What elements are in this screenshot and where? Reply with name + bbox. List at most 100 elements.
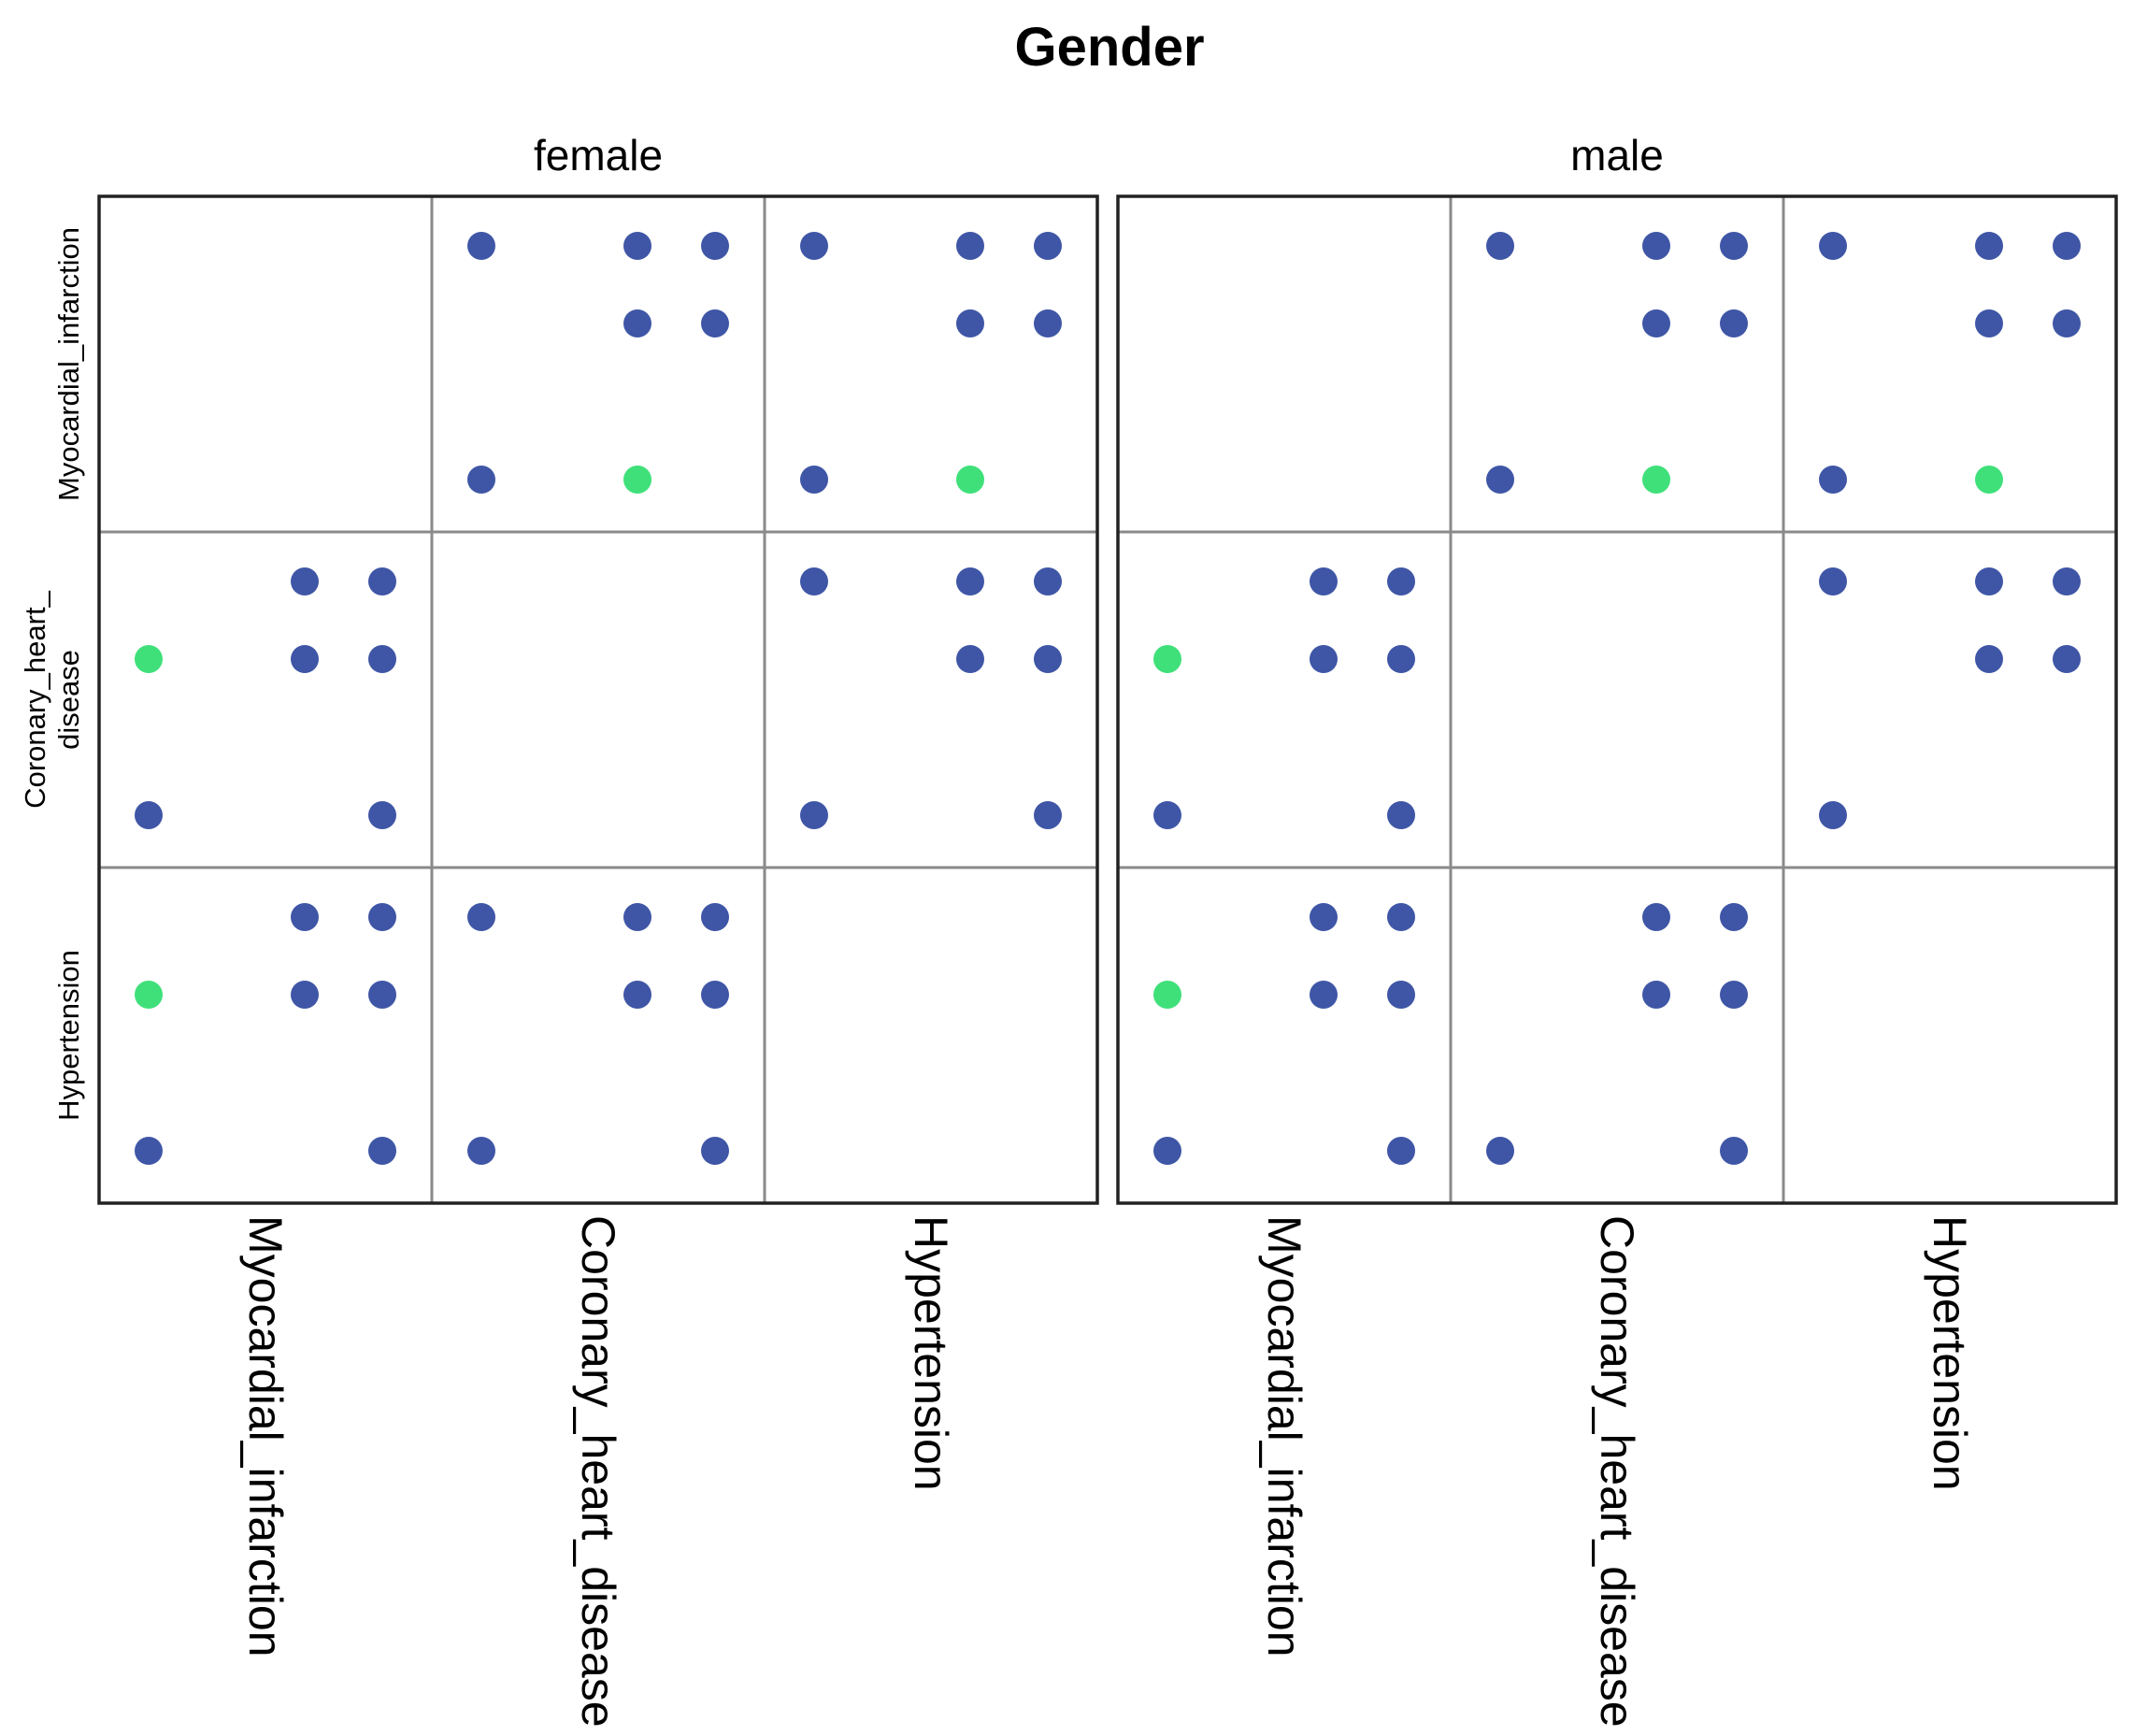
column-label: Myocardial_infarction: [239, 1215, 292, 1657]
data-point: [623, 309, 651, 337]
data-point: [1720, 1137, 1748, 1165]
data-point: [800, 232, 828, 260]
data-point: [1819, 466, 1847, 494]
points-layer: [135, 232, 2081, 1165]
data-point: [1387, 801, 1415, 829]
data-point-highlight: [1975, 466, 2003, 494]
data-point: [800, 567, 828, 595]
data-point: [1975, 309, 2003, 337]
data-point: [1819, 567, 1847, 595]
data-point: [1819, 232, 1847, 260]
row-label-line: Hypertension: [52, 950, 85, 1121]
data-point: [1975, 645, 2003, 673]
data-point: [291, 981, 319, 1009]
data-point: [1720, 903, 1748, 931]
data-point-highlight: [623, 466, 651, 494]
data-point: [1034, 232, 1062, 260]
data-point: [800, 801, 828, 829]
data-point: [956, 567, 984, 595]
data-point: [1387, 981, 1415, 1009]
column-label: Coronary_heart_disease: [572, 1215, 624, 1728]
data-point: [1642, 232, 1670, 260]
panels-layer: [97, 194, 2118, 1205]
chart-title: Gender: [1014, 17, 1204, 78]
data-point: [1642, 309, 1670, 337]
data-point: [1486, 466, 1514, 494]
data-point: [1486, 232, 1514, 260]
data-point: [1819, 801, 1847, 829]
column-label: Hypertension: [905, 1215, 957, 1491]
data-point: [1642, 903, 1670, 931]
data-point: [2053, 232, 2081, 260]
data-point: [701, 903, 729, 931]
data-point: [1034, 801, 1062, 829]
data-point: [701, 1137, 729, 1165]
data-point: [368, 1137, 396, 1165]
column-label: Myocardial_infarction: [1258, 1215, 1310, 1657]
data-point: [291, 903, 319, 931]
data-point: [1642, 981, 1670, 1009]
data-point: [800, 466, 828, 494]
data-point: [1153, 801, 1181, 829]
data-point: [368, 981, 396, 1009]
data-point-highlight: [135, 645, 163, 673]
row-label-line: disease: [52, 650, 85, 750]
data-point: [1310, 567, 1338, 595]
data-point: [1720, 981, 1748, 1009]
data-point: [1387, 567, 1415, 595]
panel-frame-male: [1116, 194, 2118, 1205]
data-point: [701, 309, 729, 337]
data-point: [1387, 645, 1415, 673]
data-point: [956, 309, 984, 337]
panel-label-male: male: [1570, 131, 1664, 179]
data-point: [1486, 1137, 1514, 1165]
data-point: [1975, 567, 2003, 595]
row-label: Hypertension: [52, 950, 85, 1121]
data-point: [1310, 903, 1338, 931]
data-point: [368, 801, 396, 829]
data-point: [623, 981, 651, 1009]
data-point-highlight: [956, 466, 984, 494]
data-point: [1720, 309, 1748, 337]
data-point: [467, 903, 495, 931]
data-point-highlight: [1153, 645, 1181, 673]
column-label: Hypertension: [1924, 1215, 1976, 1491]
data-point-highlight: [1642, 466, 1670, 494]
data-point: [368, 567, 396, 595]
data-point: [1720, 232, 1748, 260]
data-point: [467, 1137, 495, 1165]
data-point: [467, 466, 495, 494]
data-point: [467, 232, 495, 260]
data-point: [1034, 567, 1062, 595]
data-point: [368, 645, 396, 673]
data-point: [2053, 645, 2081, 673]
data-point: [1034, 645, 1062, 673]
panel-frame-female: [97, 194, 1099, 1205]
data-point: [1034, 309, 1062, 337]
data-point: [1310, 981, 1338, 1009]
data-point: [291, 645, 319, 673]
data-point: [1387, 1137, 1415, 1165]
data-point: [623, 232, 651, 260]
data-point: [623, 903, 651, 931]
data-point: [701, 232, 729, 260]
data-point: [368, 903, 396, 931]
row-label-line: Coronary_heart_: [19, 590, 51, 808]
data-point: [1153, 1137, 1181, 1165]
data-point: [135, 1137, 163, 1165]
data-point: [701, 981, 729, 1009]
column-label: Coronary_heart_disease: [1591, 1215, 1643, 1728]
data-point: [2053, 309, 2081, 337]
data-point: [956, 645, 984, 673]
labels-layer: female Myocardial_infarction Coronary_hear…: [19, 131, 1976, 1728]
data-point: [135, 801, 163, 829]
panel-label-female: female: [534, 131, 663, 179]
data-point: [956, 232, 984, 260]
data-point: [2053, 567, 2081, 595]
data-point-highlight: [1153, 981, 1181, 1009]
data-point: [1975, 232, 2003, 260]
row-label: Myocardial_infarction: [52, 227, 85, 501]
data-point: [1387, 903, 1415, 931]
data-point: [1310, 645, 1338, 673]
